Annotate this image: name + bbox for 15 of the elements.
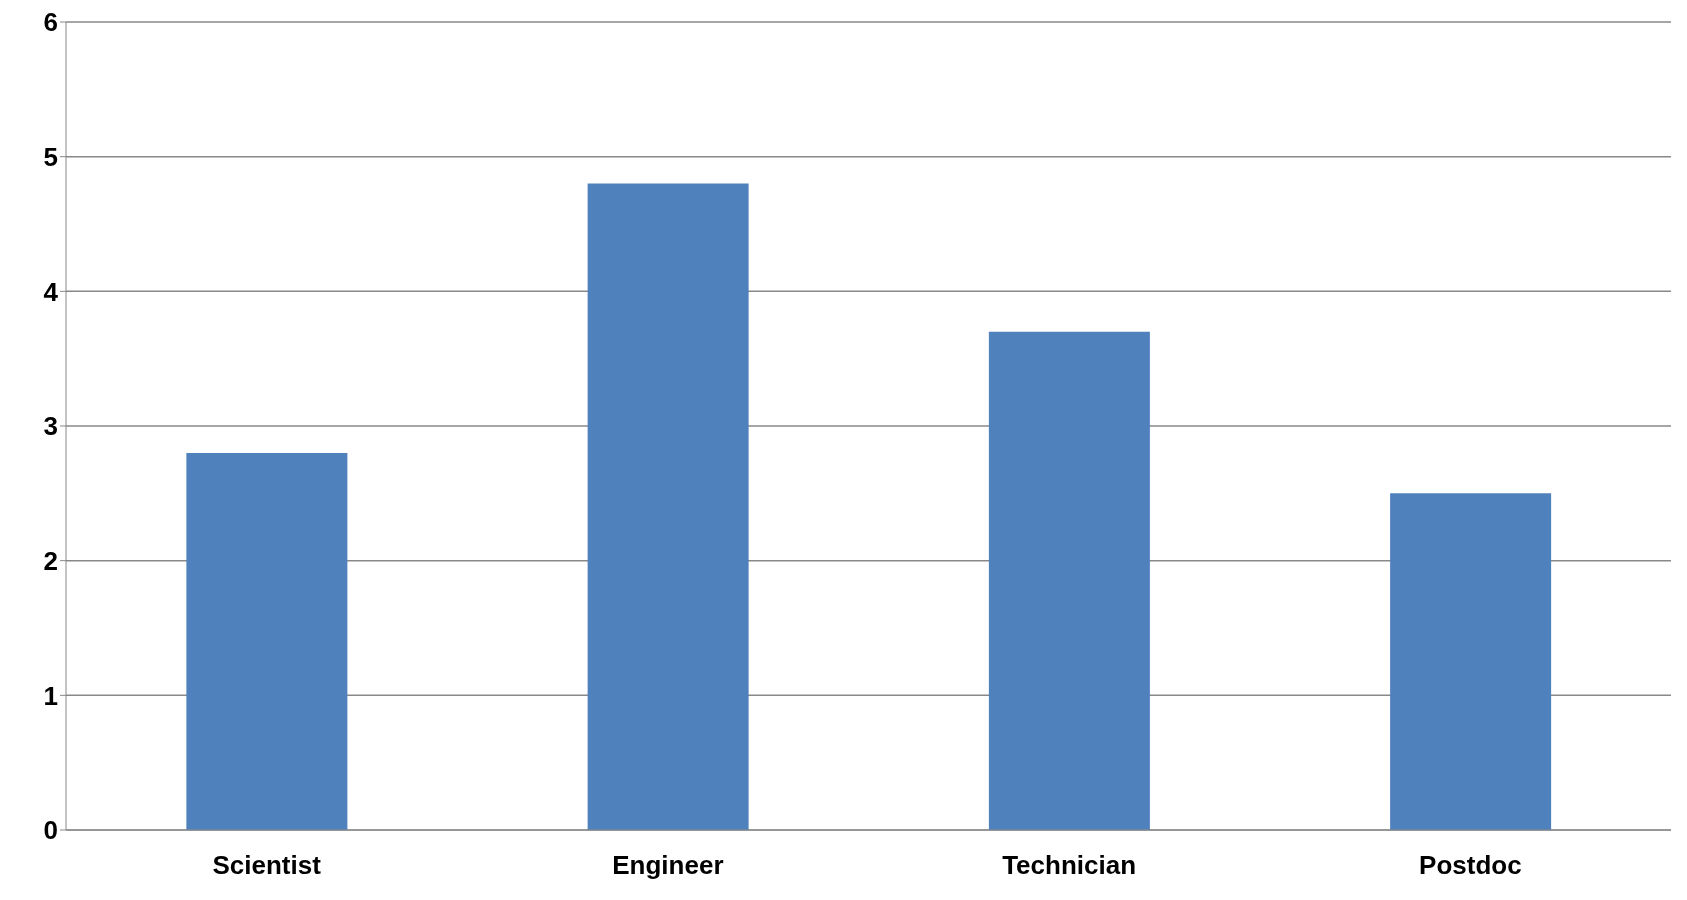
y-tick-label: 5 [43, 141, 58, 172]
y-tick-label: 2 [43, 545, 58, 576]
y-tick-label: 6 [43, 7, 58, 38]
x-tick-label: Engineer [612, 850, 724, 881]
x-tick-label: Technician [1002, 850, 1137, 881]
bar [587, 183, 749, 830]
x-tick-label: Postdoc [1419, 850, 1522, 881]
x-tick-label: Scientist [212, 850, 322, 881]
bar [988, 331, 1150, 830]
bar [186, 452, 348, 830]
y-tick-label: 0 [43, 815, 58, 846]
bar [1390, 493, 1552, 830]
y-tick-label: 1 [43, 680, 58, 711]
y-tick-label: 3 [43, 411, 58, 442]
y-tick-label: 4 [43, 276, 59, 307]
